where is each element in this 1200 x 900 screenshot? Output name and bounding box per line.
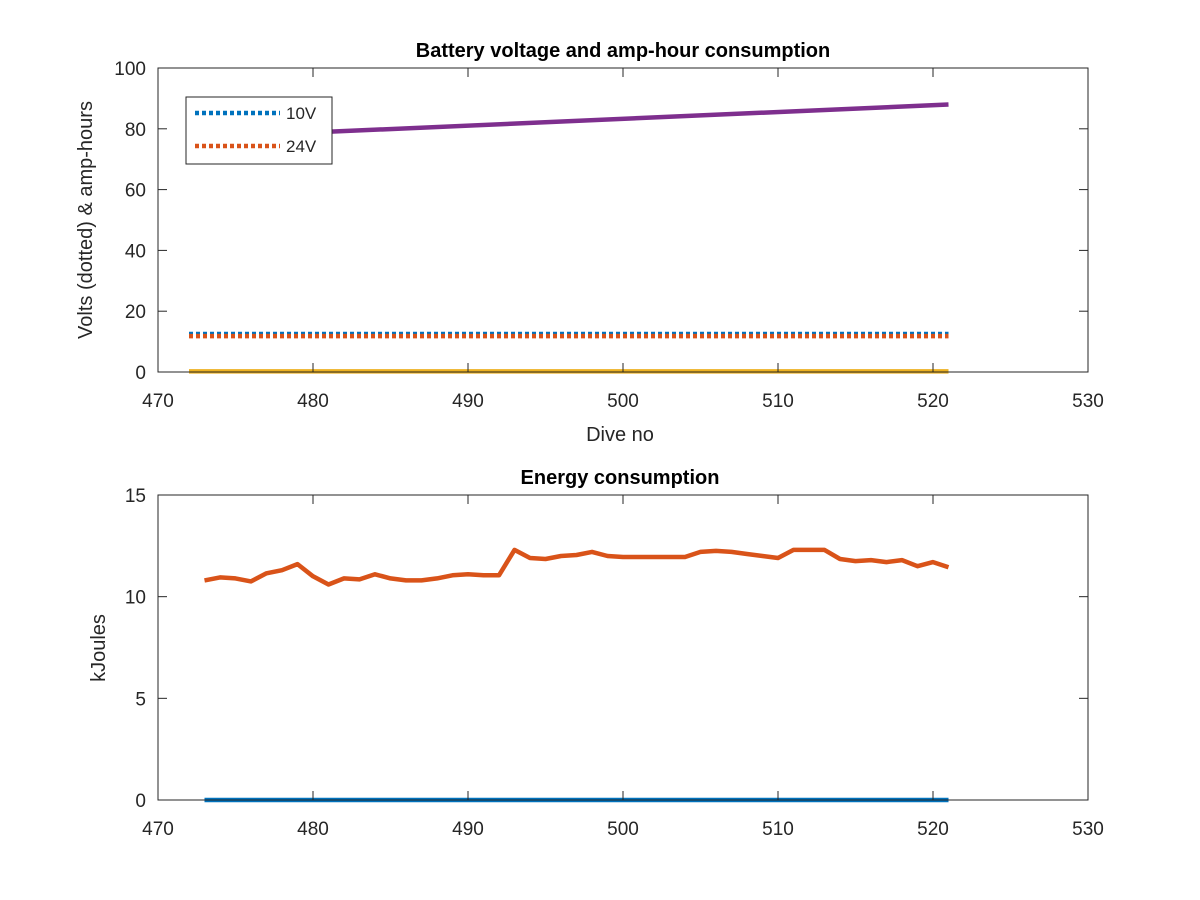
battery-chart-legend: 10V 24V: [185, 96, 333, 165]
energy-chart-x-tick-label: 490: [452, 819, 484, 840]
energy-chart-y-tick-label: 15: [125, 486, 146, 507]
battery-chart-y-tick-label: 40: [125, 241, 146, 262]
energy-chart-y-tick-label: 10: [125, 588, 146, 609]
battery-chart-x-tick-label: 510: [762, 391, 794, 412]
energy-chart-y-axis-title: kJoules: [88, 614, 110, 682]
energy-chart-plot-area: [158, 495, 1088, 800]
battery-chart-x-tick-label: 530: [1072, 391, 1104, 412]
energy-chart-x-axis: 470 480 490 500 510 520 530: [142, 495, 1104, 840]
energy-chart-x-tick-label: 530: [1072, 819, 1104, 840]
energy-chart-series-line-1: [204, 547, 950, 587]
battery-chart-x-tick-label: 520: [917, 391, 949, 412]
battery-chart-x-axis: 470 480 490 500 510 520 530: [142, 68, 1104, 412]
energy-chart-x-tick-label: 500: [607, 819, 639, 840]
energy-chart-y-tick-label: 5: [135, 689, 146, 710]
battery-chart-y-tick-label: 80: [125, 120, 146, 141]
energy-chart-x-tick-label: 520: [917, 819, 949, 840]
battery-chart-x-tick-label: 490: [452, 391, 484, 412]
energy-chart-title: Energy consumption: [521, 467, 720, 489]
battery-chart-x-axis-title: Dive no: [586, 424, 654, 446]
energy-chart-x-tick-label: 470: [142, 819, 174, 840]
legend-box: [185, 96, 333, 165]
battery-chart-y-tick-label: 100: [114, 59, 146, 80]
battery-chart: 470 480 490 500 510 520 530 0 20 40 60 80 100 Batte…: [75, 40, 1104, 446]
battery-chart-y-tick-label: 60: [125, 181, 146, 202]
legend-label-24v: 24V: [286, 137, 317, 156]
energy-chart-y-tick-label: 0: [135, 791, 146, 812]
legend-label-10v: 10V: [286, 104, 317, 123]
battery-chart-x-tick-label: 480: [297, 391, 329, 412]
battery-chart-y-axis-title: Volts (dotted) & amp-hours: [75, 101, 97, 339]
energy-chart-x-tick-label: 510: [762, 819, 794, 840]
battery-chart-y-axis: 0 20 40 60 80 100: [114, 59, 1088, 384]
battery-chart-title: Battery voltage and amp-hour consumption: [416, 40, 830, 62]
battery-chart-x-tick-label: 470: [142, 391, 174, 412]
battery-chart-x-tick-label: 500: [607, 391, 639, 412]
battery-chart-y-tick-label: 0: [135, 363, 146, 384]
energy-chart-y-axis: 0 5 10 15: [125, 486, 1088, 812]
energy-chart-x-tick-label: 480: [297, 819, 329, 840]
battery-chart-y-tick-label: 20: [125, 302, 146, 323]
